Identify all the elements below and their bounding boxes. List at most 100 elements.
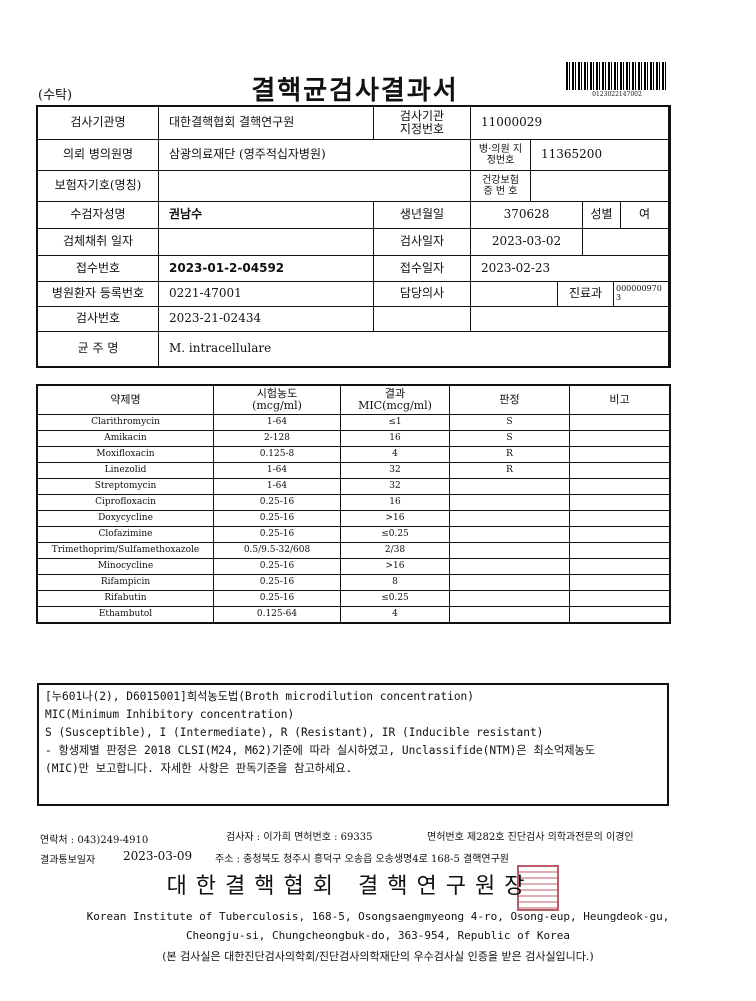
hospital-code: 11365200 [530,139,669,171]
hospital-code-label: 병·의원 지정번호 [470,139,531,171]
note-line: [누601나(2), D6015001]희석농도법(Broth microdil… [45,690,475,703]
cell-interpretation: S [449,414,570,431]
sex: 여 [620,201,669,229]
lab-code-label: 검사기관 지정번호 [373,106,471,140]
cell-interpretation [449,606,570,623]
cell-remark [569,478,670,495]
dept-label: 진료과 [557,281,614,307]
page-title: 결핵균검사결과서 [251,76,459,106]
cell-drug-name: Rifabutin [37,590,214,607]
cell-remark [569,542,670,559]
cell-interpretation: R [449,462,570,479]
cell-remark [569,558,670,575]
header-drug-name: 약제명 [37,385,214,415]
certification-note: (본 검사실은 대한진단검사의학회/진단검사의학재단의 우수검사실 인증을 받은… [162,950,594,963]
cell-test-range: 0.125-8 [213,446,341,463]
test-date: 2023-03-02 [470,228,583,256]
cell-test-range: 0.25-16 [213,574,341,591]
cell-drug-name: Linezolid [37,462,214,479]
cell-test-range: 0.25-16 [213,526,341,543]
address: 주소 : 충청북도 청주시 흥덕구 오송읍 오송생명4로 168-5 결핵연구원 [215,854,509,865]
cell-remark [569,526,670,543]
cell-remark [569,414,670,431]
official-stamp [517,865,559,911]
cell-test-range: 0.25-16 [213,510,341,527]
test-no-label: 검사번호 [37,306,159,332]
cell-remark [569,510,670,527]
contact: 연락처 : 043)249-4910 [40,835,149,846]
specialist: 면허번호 제282호 진단검사 의학과전문의 이경인 [427,832,634,843]
note-line: S (Susceptible), I (Intermediate), R (Re… [45,726,544,739]
cell-test-range: 2-128 [213,430,341,447]
cell-mic-result: ≤0.25 [340,526,450,543]
insurer [158,170,471,202]
cell-test-range: 1-64 [213,462,341,479]
cell-mic-result: 16 [340,430,450,447]
cell-mic-result: ≤0.25 [340,590,450,607]
report-date: 2023-03-09 [123,849,193,863]
header-remark: 비고 [569,385,670,415]
cell-drug-name: Trimethoprim/Sulfamethoxazole [37,542,214,559]
receipt-no-label: 접수번호 [37,255,159,282]
header-mic-result: 결과 MIC(mcg/ml) [340,385,450,415]
consignment-tag: (수탁) [38,88,73,103]
cell-interpretation [449,590,570,607]
reg-no: 0221-47001 [158,281,374,307]
cell-drug-name: Rifampicin [37,574,214,591]
cell-mic-result: >16 [340,510,450,527]
cell-interpretation [449,542,570,559]
cell-mic-result: 32 [340,478,450,495]
hospital-label: 의뢰 병의원명 [37,139,159,171]
receipt-no: 2023-01-2-04592 [158,255,374,282]
patient-label: 수검자성명 [37,201,159,229]
cell-mic-result: ≤1 [340,414,450,431]
cell-test-range: 1-64 [213,478,341,495]
cell-drug-name: Streptomycin [37,478,214,495]
cell-interpretation [449,494,570,511]
cell-interpretation: S [449,430,570,447]
lab-name: 대한결핵협회 결핵연구원 [158,106,374,140]
cell-interpretation [449,478,570,495]
cell-mic-result: >16 [340,558,450,575]
receipt-date: 2023-02-23 [470,255,669,282]
report-date-label: 결과통보일자 [40,855,96,866]
note-line: MIC(Minimum Inhibitory concentration) [45,708,295,721]
cell-remark [569,606,670,623]
cell-interpretation [449,574,570,591]
insurer-label: 보험자기호(명칭) [37,170,159,202]
english-address-2: Cheongju-si, Chungcheongbuk-do, 363-954,… [185,929,571,942]
signature-title: 대한결핵협회 결핵연구원장 [166,874,534,899]
cell-drug-name: Amikacin [37,430,214,447]
cell-remark [569,446,670,463]
cell-remark [569,574,670,591]
cell-test-range: 0.25-16 [213,558,341,575]
receipt-date-label: 접수일자 [373,255,471,282]
cell-remark [569,590,670,607]
cell-test-range: 0.5/9.5-32/608 [213,542,341,559]
cell-test-range: 1-64 [213,414,341,431]
cell-interpretation [449,510,570,527]
dept-code: 0000009703 [613,281,669,307]
lab-name-label: 검사기관명 [37,106,159,140]
cell-test-range: 0.25-16 [213,590,341,607]
cell-mic-result: 8 [340,574,450,591]
empty-cell [582,228,669,256]
note-line: - 항생제별 판정은 2018 CLSI(M24, M62)기준에 따라 실시하… [45,744,596,757]
header-interpretation: 판정 [449,385,570,415]
notes-box: [누601나(2), D6015001]희석농도법(Broth microdil… [37,683,669,806]
cell-test-range: 0.125-64 [213,606,341,623]
birth-date: 370628 [470,201,583,229]
cell-mic-result: 32 [340,462,450,479]
collect-date [158,228,374,256]
collect-label: 검체채취 일자 [37,228,159,256]
cell-interpretation [449,558,570,575]
cell-drug-name: Minocycline [37,558,214,575]
cell-mic-result: 16 [340,494,450,511]
test-date-label: 검사일자 [373,228,471,256]
patient-name: 권남수 [158,201,374,229]
empty-cell [373,306,471,332]
cell-remark [569,494,670,511]
examiner: 검사자 : 이가희 면허번호 : 69335 [226,832,373,843]
note-line: (MIC)만 보고합니다. 자세한 사항은 판독기준을 참고하세요. [45,762,353,775]
cell-mic-result: 2/38 [340,542,450,559]
